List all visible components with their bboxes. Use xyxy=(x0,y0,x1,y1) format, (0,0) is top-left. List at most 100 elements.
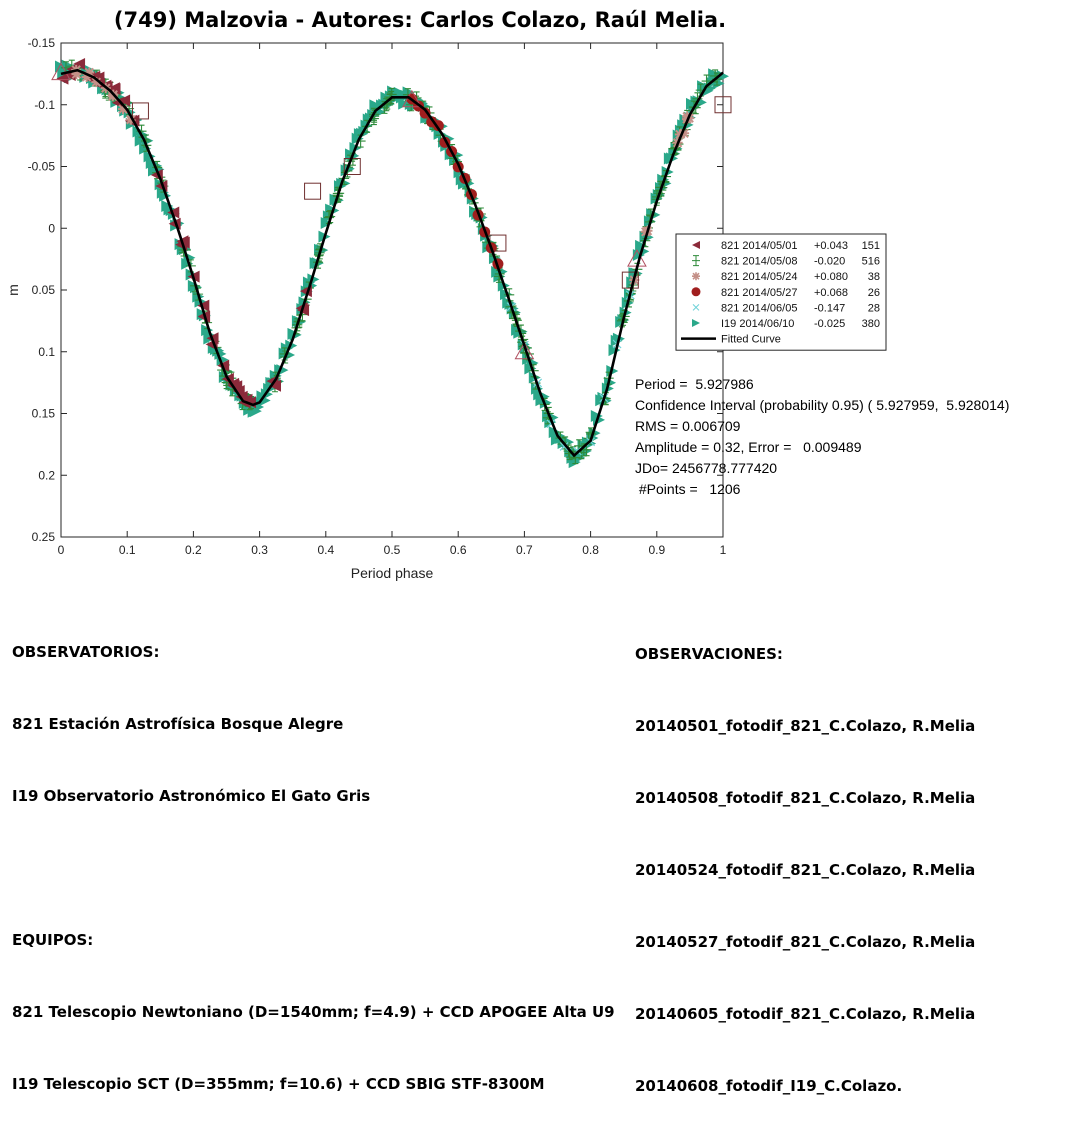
legend-marker xyxy=(692,255,700,267)
legend-marker xyxy=(692,241,700,249)
fitted-curve-line xyxy=(60,68,724,458)
marker-821-0524 xyxy=(81,71,92,82)
legend-count: 380 xyxy=(862,318,880,330)
marker-821-0524 xyxy=(91,77,102,88)
observacion-line: 20140508_fotodif_821_C.Colazo, R.Melia xyxy=(635,789,976,807)
rms-text: RMS = 0.006709 xyxy=(635,418,741,434)
amplitude-text: Amplitude = 0.32, Error = 0.009489 xyxy=(635,439,862,455)
legend-label: 821 2014/05/24 xyxy=(721,271,797,283)
marker-821-0508 xyxy=(655,180,666,194)
marker-821-0508 xyxy=(381,98,392,112)
y-axis-label: m xyxy=(5,284,21,296)
y-tick-label: 0.1 xyxy=(38,345,55,359)
legend-label: Fitted Curve xyxy=(721,334,781,346)
jdo-text: JDo= 2456778.777420 xyxy=(635,460,778,476)
marker-821-0508 xyxy=(695,83,706,97)
y-tick-label: 0.25 xyxy=(32,530,56,544)
marker-821-0508 xyxy=(217,363,228,377)
open-square-marker xyxy=(131,102,149,120)
marker-821-0508 xyxy=(576,446,587,460)
observatories-equipment-block: OBSERVATORIOS: 821 Estación Astrofísica … xyxy=(12,592,615,1120)
equipos-heading: EQUIPOS: xyxy=(12,931,94,949)
legend-offset: +0.068 xyxy=(814,287,848,299)
legend-marker xyxy=(691,287,701,297)
marker-821-0508 xyxy=(347,152,358,166)
marker-821-0508 xyxy=(669,142,680,156)
marker-821-0508 xyxy=(141,134,152,148)
x-tick-label: 0.9 xyxy=(648,543,665,557)
observacion-line: 20140605_fotodif_821_C.Colazo, R.Melia xyxy=(635,1005,976,1023)
marker-821-0605 xyxy=(559,441,569,451)
legend-label: 821 2014/05/27 xyxy=(721,287,797,299)
marker-821-0508 xyxy=(690,101,701,115)
marker-821-0508 xyxy=(542,411,553,425)
marker-821-0501 xyxy=(118,94,131,107)
marker-821-0508 xyxy=(448,151,459,165)
marker-821-0508 xyxy=(600,392,611,406)
marker-821-0501 xyxy=(56,72,69,85)
legend-count: 38 xyxy=(868,271,880,283)
x-tick-label: 0.1 xyxy=(119,543,136,557)
open-triangle-marker xyxy=(514,341,535,360)
y-tick-label: -0.05 xyxy=(28,160,56,174)
legend-entry: 821 2014/05/24 +0.080 38 xyxy=(692,271,880,283)
observacion-line: 20140501_fotodif_821_C.Colazo, R.Melia xyxy=(635,717,976,735)
marker-821-0508 xyxy=(279,347,290,361)
x-tick-label: 0 xyxy=(58,543,65,557)
legend-marker xyxy=(692,272,700,281)
x-tick-label: 1 xyxy=(720,543,727,557)
observacion-line: 20140527_fotodif_821_C.Colazo, R.Melia xyxy=(635,933,976,951)
x-tick-label: 0.8 xyxy=(582,543,599,557)
marker-821-0524 xyxy=(125,114,136,125)
marker-821-0508 xyxy=(680,122,691,137)
marker-821-0524 xyxy=(674,129,685,140)
legend-label: I19 2014/06/10 xyxy=(721,318,794,330)
x-tick-label: 0.7 xyxy=(516,543,533,557)
marker-821-0508 xyxy=(692,92,703,106)
legend-label: 821 2014/05/08 xyxy=(721,256,797,268)
observations-block: OBSERVACIONES: 20140501_fotodif_821_C.Co… xyxy=(635,594,975,1122)
period-text: Period = 5.927986 xyxy=(635,376,754,392)
marker-821-0508 xyxy=(504,288,515,302)
marker-821-0524 xyxy=(679,128,690,139)
marker-821-0508 xyxy=(570,451,581,465)
marker-821-0501 xyxy=(108,83,121,96)
marker-821-0501 xyxy=(197,299,210,312)
legend-entry: 821 2014/05/08 -0.020 516 xyxy=(692,255,880,268)
legend-label: 821 2014/05/01 xyxy=(721,240,797,252)
x-tick-label: 0.3 xyxy=(251,543,268,557)
legend-offset: +0.080 xyxy=(814,271,848,283)
observatorio-line: 821 Estación Astrofísica Bosque Alegre xyxy=(12,715,344,733)
legend-offset: -0.147 xyxy=(814,302,845,314)
plot-area xyxy=(60,42,724,538)
marker-821-0508 xyxy=(60,61,71,75)
marker-821-0508 xyxy=(583,431,594,445)
marker-821-0508 xyxy=(563,444,574,458)
marker-821-0508 xyxy=(564,447,575,461)
x-tick-label: 0.6 xyxy=(450,543,467,557)
marker-821-0508 xyxy=(493,269,504,283)
equipo-line: 821 Telescopio Newtoniano (D=1540mm; f=4… xyxy=(12,1003,615,1021)
marker-821-0508 xyxy=(586,427,597,441)
marker-821-0501 xyxy=(230,380,243,393)
legend-count: 516 xyxy=(862,256,880,268)
legend-offset: -0.025 xyxy=(814,318,845,330)
legend-label: 821 2014/06/05 xyxy=(721,302,797,314)
observatorios-heading: OBSERVATORIOS: xyxy=(12,643,160,661)
marker-i19-0610 xyxy=(402,86,415,99)
marker-821-0508 xyxy=(402,88,413,102)
open-square-marker xyxy=(714,96,732,114)
marker-821-0508 xyxy=(578,443,589,457)
marker-821-0508 xyxy=(474,214,485,228)
light-curve-chart: 0 0.1 0.2 0.3 0.4 0.5 0.6 0.7 0.8 0.9 1 -0.15 -0.1 -0… xyxy=(5,36,887,581)
marker-821-0508 xyxy=(481,235,492,249)
x-tick-label: 0.4 xyxy=(317,543,334,557)
x-tick-label: 0.5 xyxy=(384,543,401,557)
marker-821-0508 xyxy=(136,124,147,138)
marker-821-0508 xyxy=(227,383,238,397)
marker-821-0508 xyxy=(710,69,721,83)
legend-offset: +0.043 xyxy=(814,240,848,252)
marker-821-0508 xyxy=(221,364,232,378)
y-tick-label: 0 xyxy=(48,221,55,235)
legend-entry: I19 2014/06/10 -0.025 380 xyxy=(692,318,880,330)
